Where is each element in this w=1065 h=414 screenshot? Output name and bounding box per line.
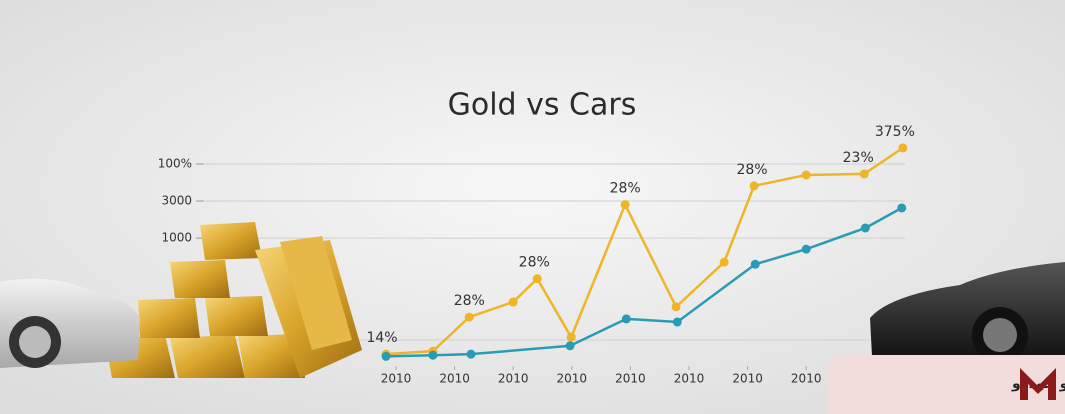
- point: [801, 170, 811, 180]
- x-tick-label: 2010: [791, 372, 822, 386]
- x-tick-label: 2010: [439, 372, 470, 386]
- point: [897, 203, 907, 213]
- point: [672, 317, 682, 327]
- annotation: 23%: [843, 150, 874, 166]
- annotation: 28%: [736, 162, 767, 178]
- y-tick-label: 100%: [158, 156, 192, 170]
- y-tick-label: 1000: [161, 231, 192, 245]
- point: [381, 351, 391, 361]
- annotation: 375%: [875, 124, 915, 140]
- point: [749, 181, 759, 191]
- x-tick-label: 2010: [557, 372, 588, 386]
- point: [565, 341, 575, 351]
- y-tick-label: 3000: [161, 194, 192, 208]
- point: [719, 257, 729, 267]
- silver-car: [0, 278, 140, 368]
- point: [859, 169, 869, 179]
- point: [466, 349, 476, 359]
- point: [566, 332, 576, 342]
- point: [508, 297, 518, 307]
- dark-car: [870, 262, 1065, 363]
- point: [671, 302, 681, 312]
- point: [621, 314, 631, 324]
- x-tick-label: 2010: [381, 372, 412, 386]
- annotation: 28%: [454, 293, 485, 309]
- badge: مقایسه بازدهی طلا و خودرو: [828, 355, 1065, 414]
- annotation: 14%: [366, 330, 397, 346]
- x-tick-label: 2010: [615, 372, 646, 386]
- annotation: 28%: [519, 255, 550, 271]
- point: [898, 143, 908, 153]
- annotation: 28%: [610, 181, 641, 197]
- x-tick-label: 2010: [732, 372, 763, 386]
- x-tick-label: 2010: [498, 372, 529, 386]
- point: [750, 259, 760, 269]
- point: [428, 350, 438, 360]
- point: [464, 312, 474, 322]
- series-line: [386, 206, 903, 358]
- x-tick-label: 2010: [674, 372, 705, 386]
- plot: 100% 3000 1000 2010 2010 2010 2010 2010 2010 2010…: [158, 124, 915, 386]
- point: [620, 200, 630, 210]
- point: [532, 274, 542, 284]
- point: [860, 223, 870, 233]
- point: [801, 244, 811, 254]
- chart-title: Gold vs Cars: [448, 88, 637, 123]
